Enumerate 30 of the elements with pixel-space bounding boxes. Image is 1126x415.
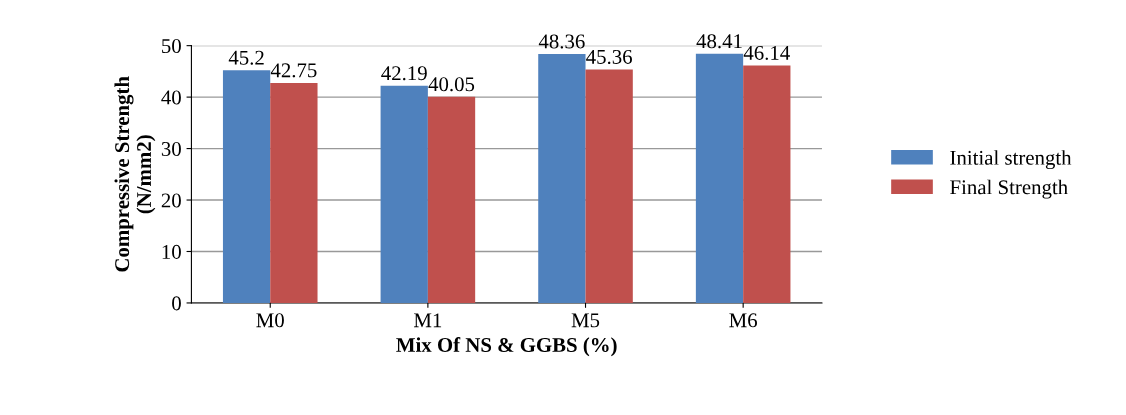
y-tick-label: 40 — [161, 90, 181, 105]
legend-label: Final Strength — [950, 179, 1068, 199]
data-label: 45.36 — [586, 49, 632, 64]
bar — [695, 53, 744, 303]
bar — [427, 96, 476, 303]
bar — [380, 85, 428, 303]
y-tick-label: 0 — [172, 296, 181, 311]
x-axis-title: Mix Of NS & GGBS (%) — [396, 337, 617, 357]
bar — [538, 54, 586, 303]
bar — [270, 82, 318, 303]
data-label: 40.05 — [428, 77, 475, 92]
data-label: 42.19 — [381, 66, 427, 81]
data-label: 42.75 — [270, 63, 317, 78]
y-tick-label: 20 — [161, 193, 181, 208]
bar — [222, 70, 271, 303]
x-tick-label: M5 — [571, 313, 600, 328]
x-tick-label: M6 — [729, 313, 758, 328]
data-label: 46.14 — [743, 45, 790, 60]
bar — [743, 65, 791, 303]
y-axis-title: Compressive Strength (N/mm2) — [114, 76, 156, 272]
bar — [585, 69, 633, 303]
y-tick-label: 30 — [161, 141, 181, 156]
x-tick-label: M0 — [256, 313, 284, 328]
legend-label: Initial strength — [950, 150, 1072, 170]
y-tick-label: 10 — [162, 244, 181, 259]
x-tick-label: M1 — [414, 313, 442, 328]
data-label: 45.2 — [228, 50, 264, 65]
data-label: 48.41 — [696, 34, 742, 49]
data-label: 48.36 — [538, 34, 585, 49]
y-tick-label: 50 — [162, 39, 181, 54]
